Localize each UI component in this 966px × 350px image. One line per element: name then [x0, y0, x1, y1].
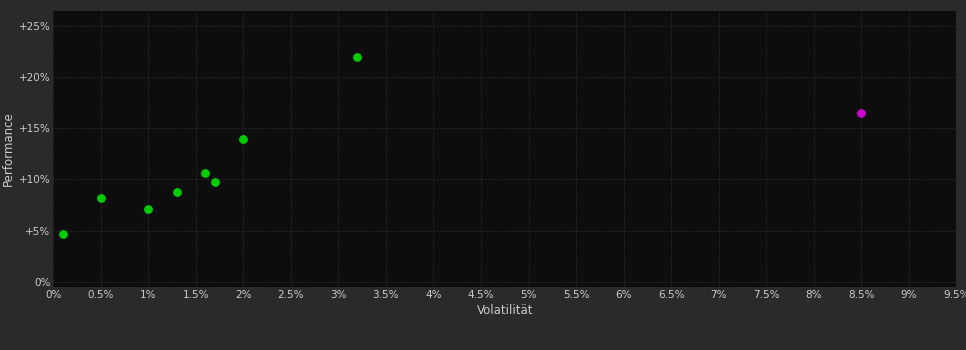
Point	[55, 231, 71, 237]
Point	[854, 110, 869, 116]
Point	[350, 54, 365, 60]
Point	[169, 189, 185, 195]
Point	[207, 179, 222, 184]
Point	[197, 170, 213, 176]
Point	[93, 195, 108, 201]
Point	[140, 206, 156, 212]
Y-axis label: Performance: Performance	[1, 111, 14, 186]
Point	[236, 136, 251, 141]
X-axis label: Volatilität: Volatilität	[476, 304, 533, 317]
